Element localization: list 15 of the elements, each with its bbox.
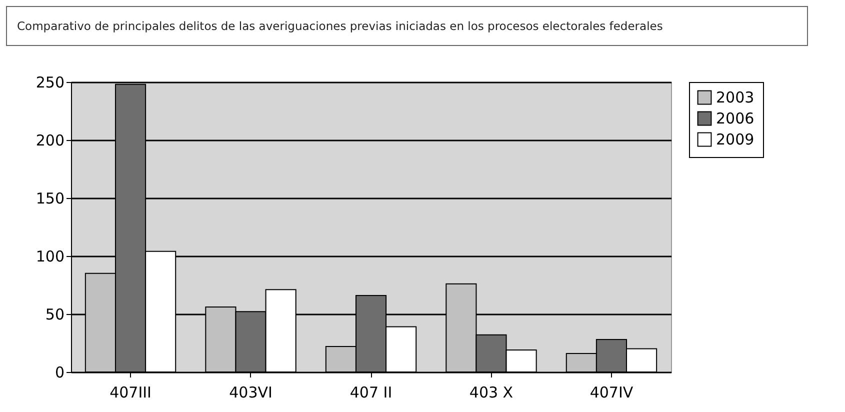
y-tick-label: 150 bbox=[36, 190, 64, 208]
legend-label: 2003 bbox=[716, 88, 754, 106]
y-tick-label: 250 bbox=[36, 74, 64, 92]
legend-label: 2009 bbox=[716, 130, 754, 148]
legend-label: 2006 bbox=[716, 110, 754, 128]
chart-title: Comparativo de principales delitos de las averiguaciones previas iniciadas en los procesos electorales federales bbox=[6, 6, 808, 46]
x-tick-label: 407III bbox=[110, 384, 152, 402]
x-tick-label: 407 II bbox=[350, 384, 392, 402]
y-tick-label: 100 bbox=[36, 248, 64, 266]
y-tick-label: 200 bbox=[36, 132, 64, 150]
y-tick-label: 50 bbox=[45, 306, 64, 324]
x-tick-label: 403 X bbox=[469, 384, 514, 402]
y-tick-label: 0 bbox=[54, 364, 64, 382]
x-tick-label: 403VI bbox=[229, 384, 272, 402]
x-tick-label: 407IV bbox=[590, 384, 634, 402]
